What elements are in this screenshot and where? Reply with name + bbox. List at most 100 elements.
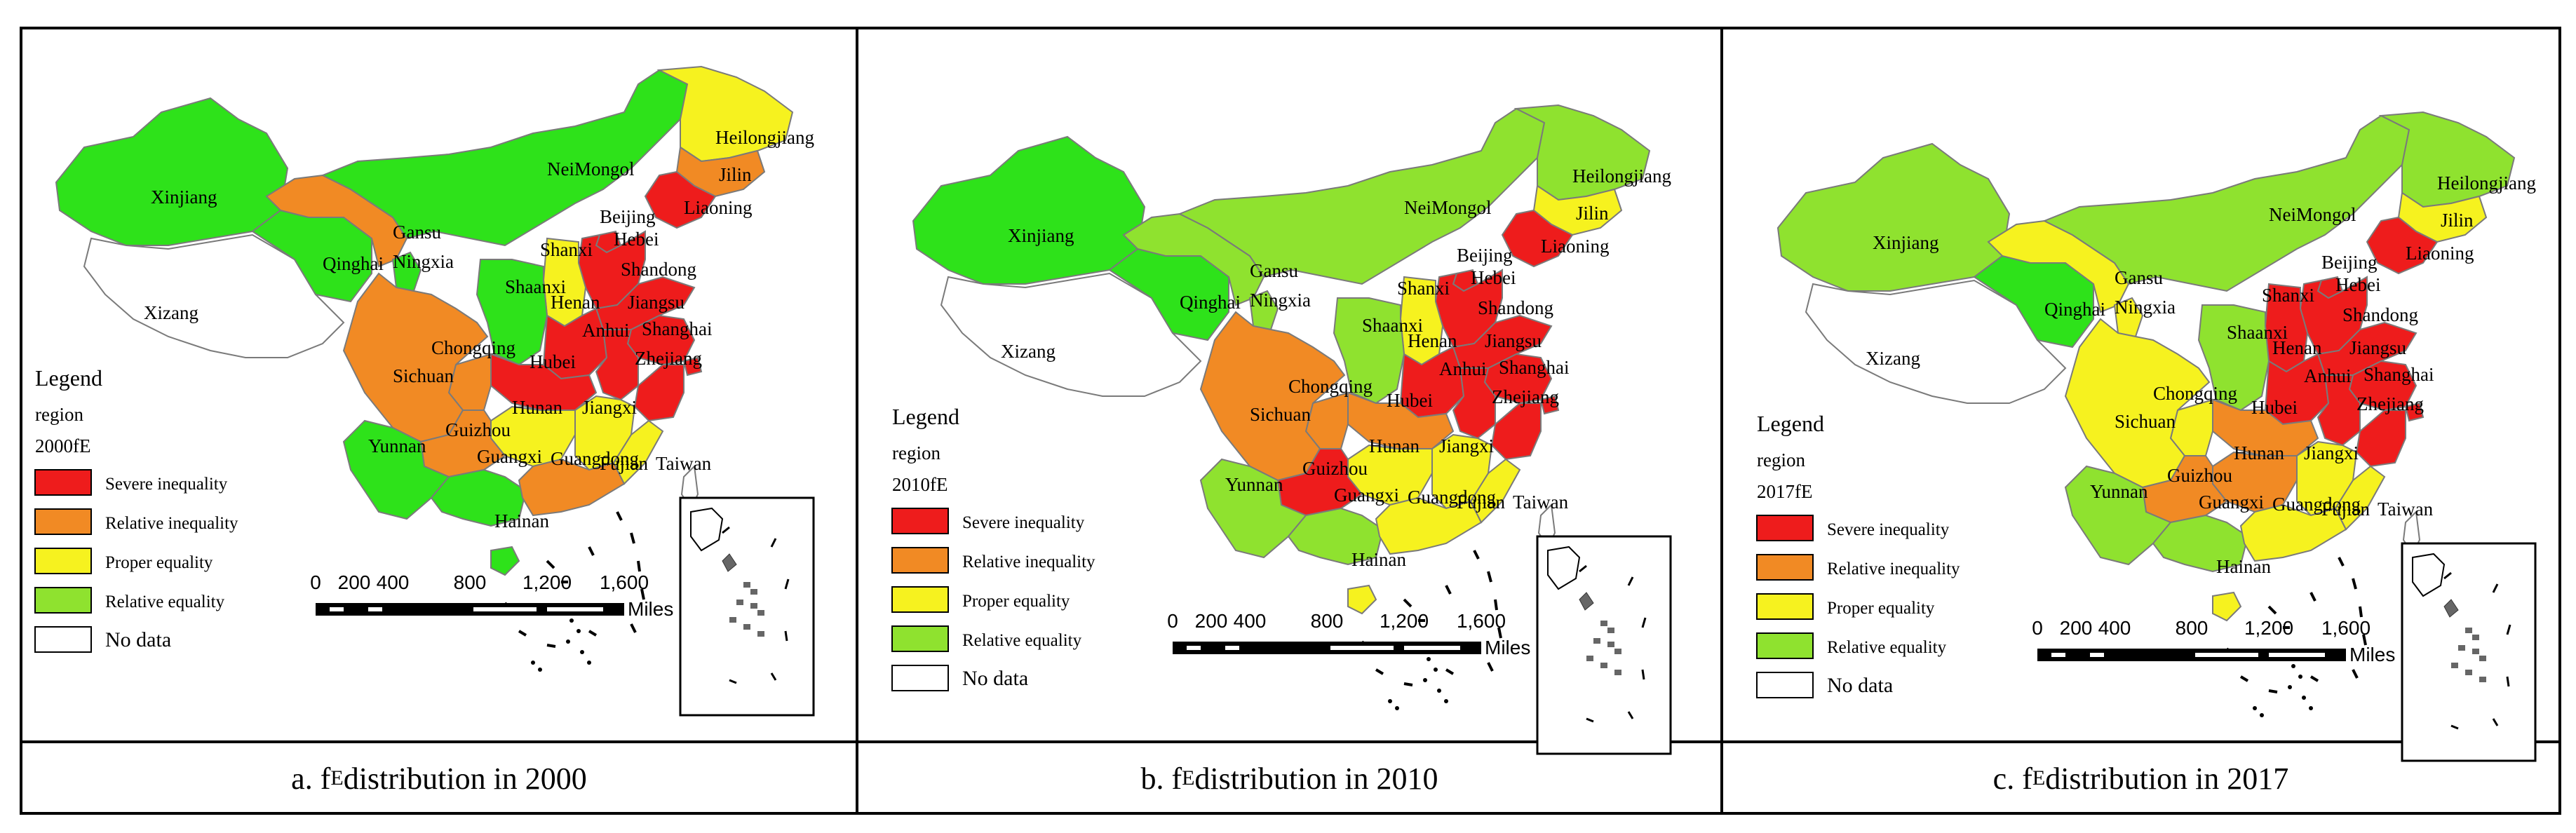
caption-subscript: E	[1182, 766, 1195, 790]
label-hunan: Hunan	[2234, 442, 2284, 463]
label-heilongjiang: Heilongjiang	[715, 127, 814, 148]
scale-tick-label: 1,600	[2321, 617, 2371, 639]
province-sichuan	[1199, 311, 1346, 482]
caption-suffix: distribution in 2000	[343, 761, 587, 796]
scale-tick-label: 400	[377, 571, 410, 593]
label-xinjiang: Xinjiang	[1873, 232, 1939, 253]
label-hubei: Hubei	[530, 351, 576, 372]
island-dash	[630, 532, 635, 544]
label-guangxi: Guangxi	[1334, 485, 1399, 506]
island-dot	[2291, 664, 2295, 668]
scale-tick-label: 200	[338, 571, 371, 593]
legend-swatch-relative-equality	[34, 587, 92, 614]
legend-label-relative-inequality: Relative inequality	[105, 514, 238, 533]
legend-region: region	[35, 404, 83, 425]
legend-title: Legend	[892, 404, 959, 429]
label-shanghai: Shanghai	[1499, 357, 1570, 378]
legend-swatch-relative-inequality	[891, 547, 949, 574]
province-hainan	[1347, 584, 1377, 615]
label-shaanxi: Shaanxi	[505, 276, 566, 297]
label-gansu: Gansu	[393, 222, 441, 243]
scale-tick-label: 1,200	[1380, 610, 1429, 632]
province-xinjiang	[55, 97, 289, 246]
legend-swatch-relative-equality	[1756, 632, 1814, 659]
legend-label-proper: Proper equality	[1827, 599, 1935, 618]
island-dot	[1423, 678, 1427, 682]
legend-swatch-relative-equality	[891, 625, 949, 652]
label-hebei: Hebei	[614, 229, 659, 250]
label-liaoning: Liaoning	[1541, 236, 1609, 257]
label-guangdong: Guangdong	[551, 448, 639, 469]
label-neimongol: NeiMongol	[547, 158, 635, 180]
province-ningxia	[1248, 290, 1279, 331]
legend-title: Legend	[35, 365, 102, 391]
scale-tick-label: 200	[2060, 617, 2093, 639]
caption-subscript: E	[2032, 766, 2046, 790]
label-beijing: Beijing	[1457, 245, 1513, 266]
island-dot	[580, 650, 584, 654]
province-fujian	[612, 419, 664, 485]
legend-label-nodata: No data	[105, 628, 171, 651]
legend: Legend region 2000fE Severe inequality Relat…	[34, 365, 238, 653]
province-anhui	[2317, 374, 2361, 447]
label-jiangsu: Jiangsu	[628, 292, 685, 313]
province-shanghai	[682, 356, 703, 377]
label-hainan: Hainan	[1351, 549, 1406, 570]
scale-tick-label: 800	[454, 571, 487, 593]
label-sichuan: Sichuan	[2115, 411, 2176, 432]
label-yunnan: Yunnan	[2090, 481, 2148, 502]
label-taiwan: Taiwan	[1513, 492, 1569, 513]
province-hainan	[2212, 591, 2242, 622]
legend-swatch-nodata	[891, 665, 949, 691]
scale-tick-label: 1,200	[522, 571, 572, 593]
label-guizhou: Guizhou	[445, 419, 511, 440]
caption-suffix: distribution in 2010	[1194, 761, 1438, 796]
legend-swatch-proper	[1756, 593, 1814, 620]
scale-bar-body	[2037, 649, 2346, 661]
province-sichuan	[342, 272, 489, 443]
label-hebei: Hebei	[1471, 267, 1516, 288]
label-guangxi: Guangxi	[2199, 492, 2264, 513]
map-panel-2: Xinjiang Xizang Qinghai Gansu Ningxia NeiMong…	[891, 104, 1672, 755]
label-shanxi: Shanxi	[2262, 285, 2314, 306]
legend-label-severe: Severe inequality	[1827, 520, 1950, 539]
island-dash	[2359, 606, 2363, 618]
island-dot	[1427, 657, 1431, 661]
legend-label-proper: Proper equality	[962, 592, 1070, 611]
province-zhejiang	[1490, 402, 1542, 461]
scale-tick-label: 0	[310, 571, 321, 593]
island-dot	[2298, 675, 2302, 679]
province-liaoning	[1501, 209, 1574, 268]
island-dash	[1403, 682, 1413, 686]
province-anhui	[1452, 367, 1496, 440]
caption-suffix: distribution in 2017	[2045, 761, 2289, 796]
island-dash	[1375, 668, 1384, 675]
scale-bar: 0 200 400 800 1,200 1,600 Miles	[310, 571, 673, 620]
map-panel-1: Xinjiang Xizang Qinghai Gansu Ningxia NeiMong…	[34, 65, 815, 717]
label-zhejiang: Zhejiang	[1492, 386, 1559, 407]
province-zhejiang	[633, 364, 685, 422]
island-dot	[1444, 699, 1448, 703]
label-gansu: Gansu	[2115, 267, 2163, 288]
label-jiangxi: Jiangxi	[1439, 435, 1494, 456]
caption-prefix: b. f	[1140, 761, 1182, 796]
label-sichuan: Sichuan	[1250, 404, 1311, 425]
label-xizang: Xizang	[1866, 348, 1920, 369]
legend-label-severe: Severe inequality	[105, 475, 228, 494]
label-guizhou: Guizhou	[2167, 465, 2232, 486]
island-dash	[630, 623, 637, 633]
label-ningxia: Ningxia	[393, 251, 454, 272]
label-anhui: Anhui	[2304, 365, 2352, 386]
label-anhui: Anhui	[1439, 358, 1487, 379]
island-dot	[531, 661, 535, 665]
island-dash	[2267, 605, 2277, 615]
legend-swatch-severe	[34, 469, 92, 496]
label-fujian: Fujian	[600, 453, 649, 474]
label-guizhou: Guizhou	[1302, 458, 1368, 479]
legend-swatch-relative-inequality	[34, 508, 92, 535]
province-shanghai	[1539, 395, 1560, 415]
